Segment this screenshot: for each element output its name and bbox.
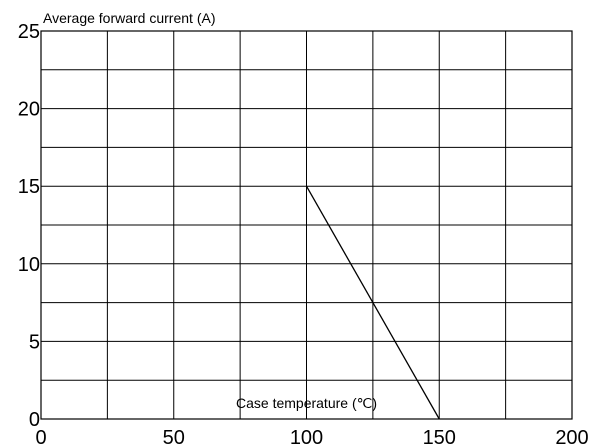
series-layer [305,185,440,420]
derating-line [305,185,440,420]
y-tick-label: 20 [18,99,40,121]
x-tick-label: 200 [555,427,588,447]
y-tick-label: 0 [29,409,40,431]
y-axis-label: Average forward current (A) [43,10,215,26]
x-axis-label: Case temperature (℃) [236,395,377,411]
plot-frame [40,30,573,420]
y-tick-label: 25 [18,21,40,43]
y-tick-label: 10 [18,254,40,276]
y-tick-labels: 0 5 10 15 20 25 [18,21,40,431]
y-tick-label: 5 [29,331,40,353]
y-tick-label: 15 [18,176,40,198]
x-tick-label: 150 [423,427,456,447]
x-tick-label: 100 [290,427,323,447]
grid-lines [40,30,573,420]
x-tick-label: 0 [35,427,46,447]
x-tick-labels: 0 50 100 150 200 [35,427,588,447]
x-tick-label: 50 [163,427,185,447]
